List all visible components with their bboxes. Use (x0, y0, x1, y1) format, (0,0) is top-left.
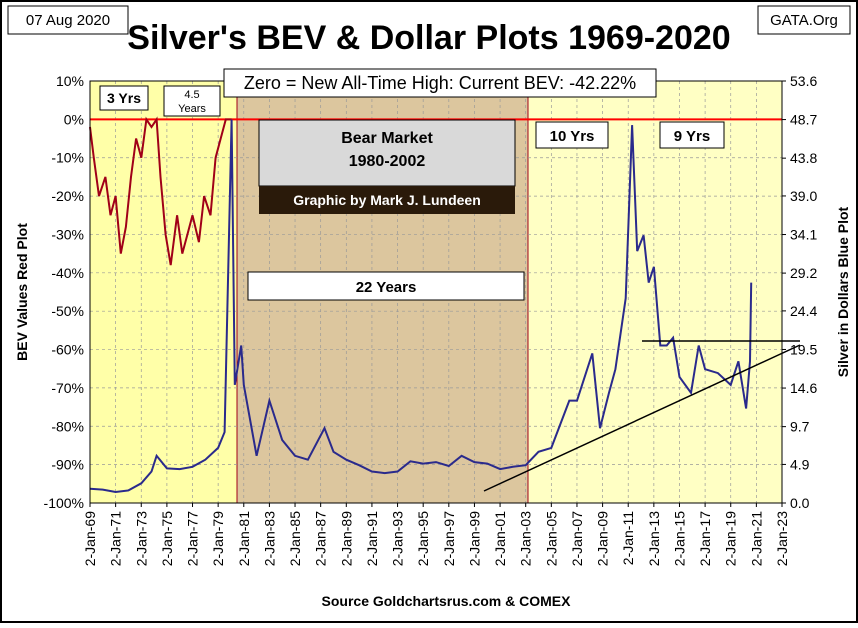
first-period (90, 81, 237, 503)
y-tick-label: -40% (51, 265, 84, 281)
y2-tick-label: 48.7 (790, 112, 817, 128)
y2-tick-label: 4.9 (790, 456, 810, 472)
x-tick-label: 2-Jan-73 (133, 511, 149, 566)
y2-tick-label: 29.2 (790, 265, 817, 281)
yrs3-label: 3 Yrs (107, 90, 141, 106)
y-tick-label: -30% (51, 226, 84, 242)
yrs45-label: Years (178, 103, 206, 115)
x-tick-label: 2-Jan-15 (671, 511, 687, 566)
bear-label: 1980-2002 (349, 153, 426, 170)
x-tick-label: 2-Jan-11 (620, 511, 636, 565)
y-tick-label: -90% (51, 457, 84, 473)
series-line (89, 116, 232, 266)
x-tick-label: 2-Jan-69 (82, 511, 98, 566)
credit-label: Graphic by Mark J. Lundeen (293, 192, 481, 208)
yrs3-box (99, 85, 149, 111)
source-tag: GATA.Org (770, 12, 838, 29)
y2-tick-label: 53.6 (790, 73, 817, 89)
x-tick-label: 2-Jan-03 (518, 511, 534, 566)
y2-tick-label: 14.6 (790, 380, 817, 396)
source-box (757, 5, 851, 35)
date-label: 07 Aug 2020 (26, 12, 110, 29)
y2-tick-label: 43.8 (790, 150, 817, 166)
yrs9-box (659, 121, 725, 149)
y2-tick-label: 24.4 (790, 303, 817, 319)
y2-axis-label: Silver in Dollars Blue Plot (835, 206, 851, 377)
x-tick-label: 2-Jan-71 (108, 511, 124, 566)
x-tick-label: 2-Jan-77 (185, 511, 201, 566)
x-tick-label: 2-Jan-01 (492, 511, 508, 566)
yrs22-label: 22 Years (356, 279, 417, 296)
yrs9-label: 9 Yrs (674, 128, 710, 145)
x-tick-label: 2-Jan-95 (415, 511, 431, 566)
bear-label: Bear Market (341, 130, 433, 147)
yrs10-box (535, 121, 609, 149)
x-tick-label: 2-Jan-87 (313, 511, 329, 566)
x-tick-label: 2-Jan-05 (543, 511, 559, 566)
y-tick-label: -70% (51, 380, 84, 396)
y-tick-label: -60% (51, 342, 84, 358)
y-tick-label: 0% (64, 111, 84, 127)
chart-title: Silver's BEV & Dollar Plots 1969-2020 (127, 19, 730, 57)
y2-tick-label: 19.5 (790, 341, 817, 357)
x-tick-label: 2-Jan-09 (595, 511, 611, 566)
x-tick-label: 2-Jan-85 (287, 511, 303, 566)
x-tick-label: 2-Jan-91 (364, 511, 380, 566)
yrs10-label: 10 Yrs (550, 128, 595, 145)
x-tick-label: 2-Jan-81 (236, 511, 252, 566)
y2-tick-label: 39.0 (790, 188, 817, 204)
x-tick-label: 2-Jan-19 (723, 511, 739, 566)
trend-line (483, 344, 801, 492)
series-line (89, 119, 753, 494)
current-annotation: Zero = New All-Time High: Current BEV: -… (244, 73, 636, 93)
yrs22-box (247, 271, 525, 301)
x-tick-label: 2-Jan-07 (569, 511, 585, 566)
y-tick-label: -100% (44, 495, 84, 511)
x-tick-label: 2-Jan-79 (210, 511, 226, 566)
x-tick-label: 2-Jan-97 (441, 511, 457, 566)
x-tick-label: 2-Jan-75 (159, 511, 175, 566)
bear-box (258, 119, 516, 187)
y2-tick-label: 0.0 (790, 495, 810, 511)
y2-tick-label: 9.7 (790, 419, 810, 435)
y-tick-label: -50% (51, 303, 84, 319)
x-tick-label: 2-Jan-21 (748, 511, 764, 566)
x-tick-label: 2-Jan-99 (466, 511, 482, 566)
x-tick-label: 2-Jan-83 (261, 511, 277, 566)
plot (89, 116, 782, 494)
x-tick-label: 2-Jan-17 (697, 511, 713, 566)
yrs45-label: 4.5 (184, 89, 199, 101)
date-box (7, 5, 129, 35)
current-box (223, 68, 657, 98)
x-axis-label: Source Goldchartsrus.com & COMEX (322, 593, 572, 609)
yrs45-box (163, 85, 221, 117)
y-tick-label: -20% (51, 188, 84, 204)
y-axis-label: BEV Values Red Plot (14, 223, 30, 361)
x-tick-label: 2-Jan-89 (338, 511, 354, 566)
x-tick-label: 2-Jan-93 (390, 511, 406, 566)
x-tick-label: 2-Jan-23 (774, 511, 790, 566)
y-tick-label: -10% (51, 150, 84, 166)
x-tick-label: 2-Jan-13 (646, 511, 662, 566)
y2-tick-label: 34.1 (790, 227, 817, 243)
y-tick-label: 10% (56, 73, 84, 89)
y-tick-label: -80% (51, 418, 84, 434)
credit-box (259, 186, 515, 214)
